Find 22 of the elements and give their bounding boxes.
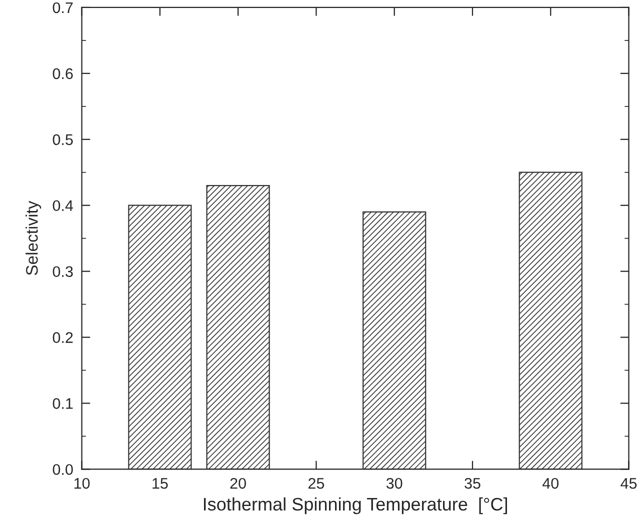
x-tick-label: 40 [542,478,559,489]
bar [128,204,192,470]
bar [518,172,582,470]
x-tick-label: 20 [230,478,246,489]
x-tick-label: 15 [152,478,168,489]
bar [362,211,426,470]
y-tick-label: 0.1 [52,398,73,409]
x-tick-label: 25 [308,478,324,489]
x-tick-label: 10 [74,478,90,489]
y-axis-title: Selectivity [26,200,42,276]
x-tick-label: 35 [464,478,480,489]
y-tick-label: 0.2 [52,332,73,343]
y-tick-label: 0.4 [52,200,74,212]
bar [206,185,270,470]
x-tick-label: 30 [386,478,402,489]
y-tick-label: 0.7 [52,2,73,14]
x-axis-title: Isothermal Spinning Temperature [°C] [204,497,507,514]
y-tick-label: 0.6 [52,68,73,80]
x-tick-label: 45 [620,478,637,489]
y-tick-label: 0.0 [52,464,73,475]
y-tick-label: 0.5 [52,134,73,146]
y-tick-label: 0.3 [52,266,73,278]
